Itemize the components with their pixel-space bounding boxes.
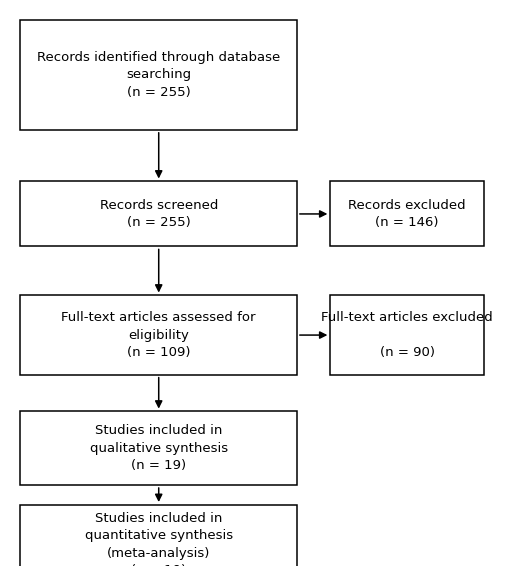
- Text: Studies included in
quantitative synthesis
(meta-analysis)
(n = 19): Studies included in quantitative synthes…: [84, 512, 233, 566]
- FancyBboxPatch shape: [20, 19, 297, 130]
- FancyBboxPatch shape: [20, 295, 297, 375]
- Text: Records excluded
(n = 146): Records excluded (n = 146): [348, 199, 466, 229]
- FancyBboxPatch shape: [20, 181, 297, 247]
- Text: Records identified through database
searching
(n = 255): Records identified through database sear…: [37, 51, 281, 98]
- Text: Full-text articles excluded

(n = 90): Full-text articles excluded (n = 90): [321, 311, 493, 359]
- Text: Studies included in
qualitative synthesis
(n = 19): Studies included in qualitative synthesi…: [90, 424, 228, 472]
- FancyBboxPatch shape: [330, 181, 484, 247]
- Text: Full-text articles assessed for
eligibility
(n = 109): Full-text articles assessed for eligibil…: [61, 311, 256, 359]
- FancyBboxPatch shape: [20, 505, 297, 566]
- FancyBboxPatch shape: [20, 411, 297, 485]
- FancyBboxPatch shape: [330, 295, 484, 375]
- Text: Records screened
(n = 255): Records screened (n = 255): [99, 199, 218, 229]
